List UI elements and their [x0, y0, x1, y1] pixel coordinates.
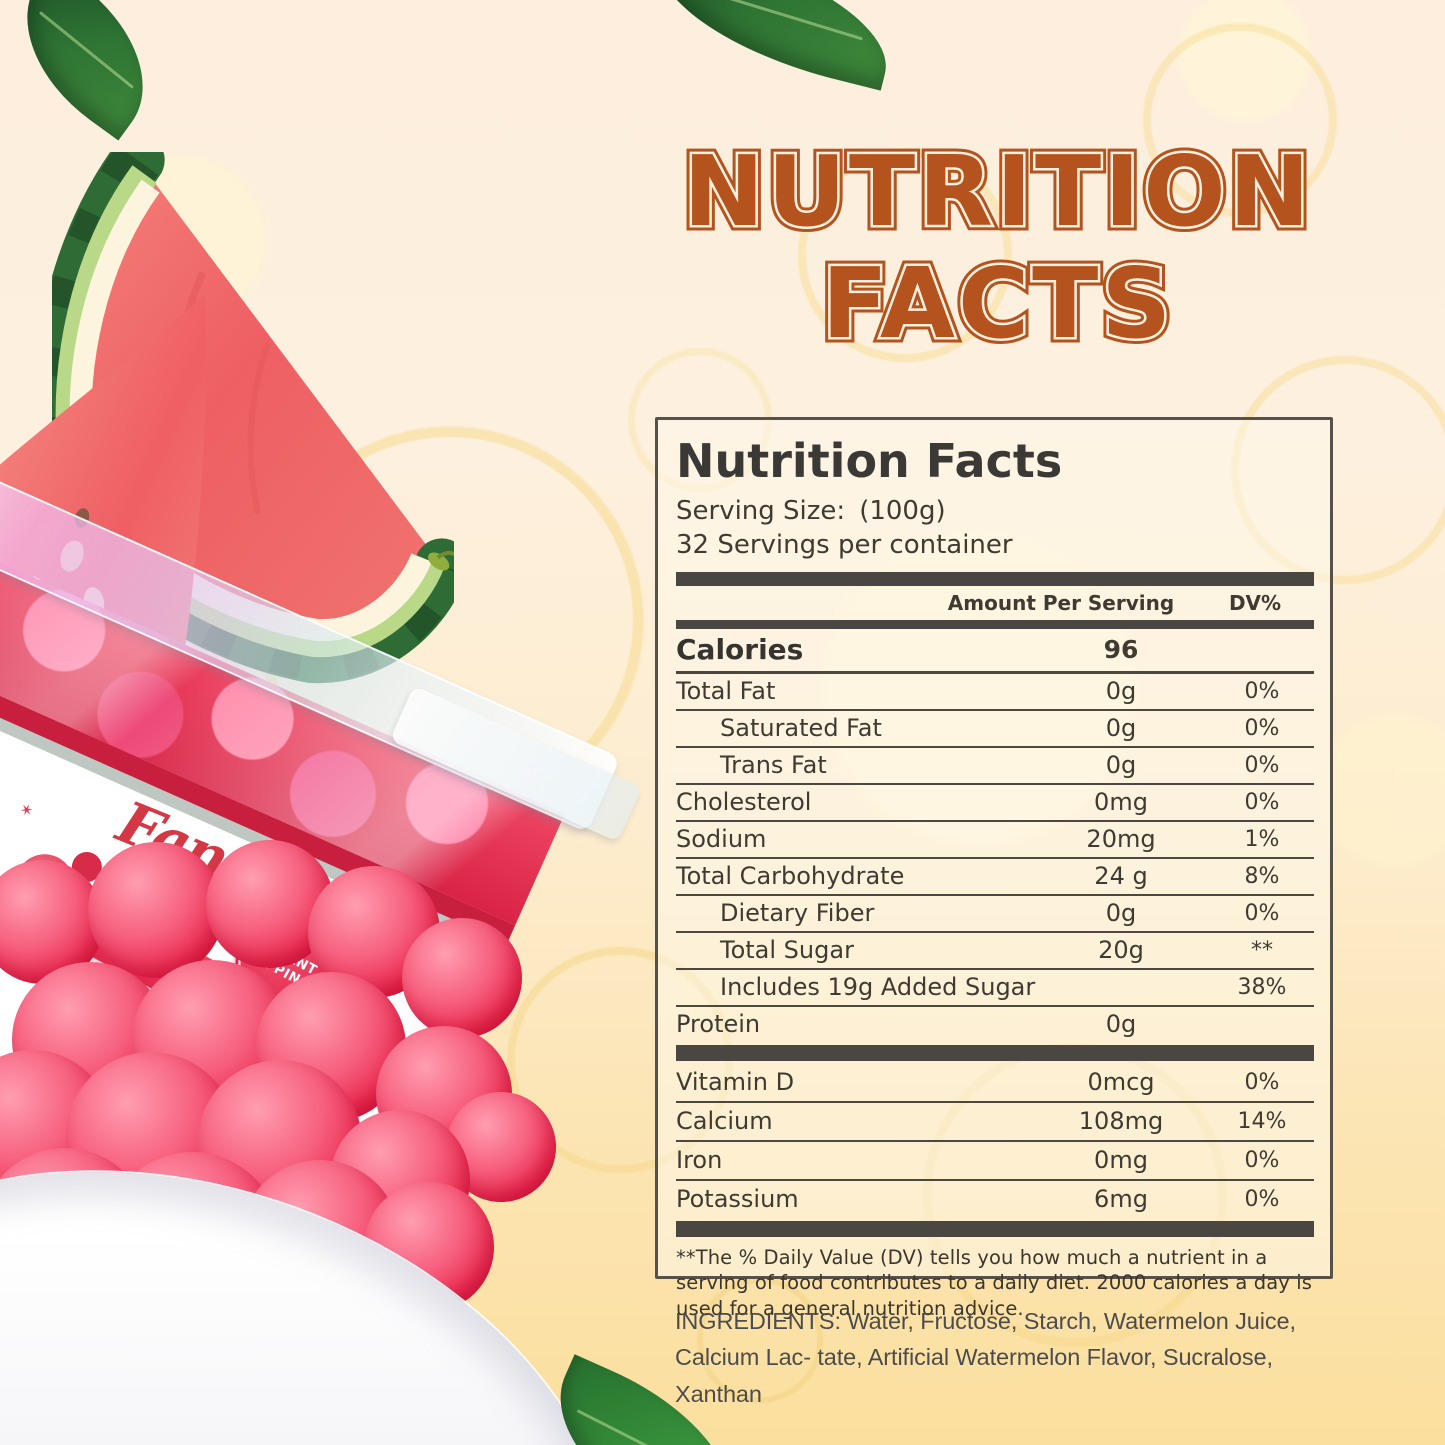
nutrient-amount: 20g	[1098, 936, 1144, 965]
nutrient-label: Dietary Fiber	[720, 899, 875, 928]
amount-column-header: Amount Per Serving	[947, 590, 1175, 615]
servings-per-container: 32 Servings per container	[676, 529, 1013, 560]
vitamin-row: Vitamin D 0mcg 0%	[676, 1064, 1314, 1103]
nutrient-row: Protein 0g	[676, 1007, 1314, 1042]
vitamin-dv: 0%	[1244, 1186, 1280, 1212]
nutrient-label: Total Fat	[676, 677, 776, 706]
nutrient-label: Total Carbohydrate	[676, 862, 905, 891]
boba-pearl	[402, 918, 522, 1038]
panel-heading: Nutrition Facts	[676, 434, 1063, 488]
serving-size-line: Serving Size: (100g)	[676, 496, 1314, 526]
nutrient-amount: 0g	[1105, 751, 1137, 780]
nutrient-label: Total Sugar	[720, 936, 854, 965]
vitamin-dv: 14%	[1237, 1108, 1287, 1134]
nutrient-row: Dietary Fiber 0g 0%	[676, 896, 1314, 933]
nutrient-row: Sodium 20mg 1%	[676, 822, 1314, 859]
vitamin-rows: Vitamin D 0mcg 0% Calcium 108mg 14% Iron…	[676, 1064, 1314, 1218]
nutrition-facts-panel: Nutrition Facts Serving Size: (100g) 32 S…	[655, 417, 1333, 1320]
divider-bar	[676, 619, 1314, 629]
vitamin-label: Potassium	[676, 1185, 799, 1214]
vitamin-row: Calcium 108mg 14%	[676, 1103, 1314, 1142]
vitamin-dv: 0%	[1244, 1069, 1280, 1095]
nutrient-label: Trans Fat	[720, 751, 827, 780]
calories-label: Calories	[676, 633, 804, 667]
divider-bar	[676, 1220, 1314, 1237]
nutrient-amount: 20mg	[1086, 825, 1156, 854]
nutrient-row: Trans Fat 0g 0%	[676, 748, 1314, 785]
vitamin-row: Iron 0mg 0%	[676, 1142, 1314, 1181]
vitamin-row: Potassium 6mg 0%	[676, 1181, 1314, 1218]
page-title: NUTRITION NUTRITION NUTRITION FACTS FACT…	[648, 130, 1348, 365]
nutrient-row: Total Carbohydrate 24 g 8%	[676, 859, 1314, 896]
vitamin-dv: 0%	[1244, 1147, 1280, 1173]
nutrient-dv: 0%	[1244, 752, 1280, 778]
calories-row: Calories 96	[676, 629, 1314, 674]
nutrient-row: Total Fat 0g 0%	[676, 674, 1314, 711]
nutrient-row: Saturated Fat 0g 0%	[676, 711, 1314, 748]
nutrient-rows: Total Fat 0g 0% Saturated Fat 0g 0% Tran…	[676, 674, 1314, 1042]
nutrient-row: Includes 19g Added Sugar 38%	[676, 970, 1314, 1007]
nutrient-dv: 38%	[1237, 974, 1287, 1000]
boba-pearl	[88, 842, 224, 978]
nutrient-amount: 24 g	[1094, 862, 1148, 891]
dv-column-header: DV%	[1228, 590, 1282, 615]
nutrient-label: Sodium	[676, 825, 767, 854]
divider-bar	[676, 1044, 1314, 1061]
nutrient-amount: 0g	[1105, 677, 1137, 706]
vitamin-amount: 6mg	[1094, 1185, 1148, 1214]
nutrient-amount: 0g	[1105, 1010, 1137, 1039]
vitamin-amount: 0mg	[1094, 1146, 1148, 1175]
sparkle-icon: ✶	[16, 798, 37, 822]
calories-value: 96	[1103, 635, 1139, 665]
nutrient-row: Cholesterol 0mg 0%	[676, 785, 1314, 822]
serving-size-label: Serving Size:	[676, 495, 846, 526]
vitamin-label: Vitamin D	[676, 1068, 795, 1097]
nutrient-label: Includes 19g Added Sugar	[720, 973, 1036, 1002]
column-header-row: Amount Per Serving DV%	[676, 586, 1314, 620]
page-title-line1: NUTRITION NUTRITION NUTRITION	[678, 130, 1316, 253]
vitamin-label: Iron	[676, 1146, 723, 1175]
nutrient-dv: 0%	[1244, 715, 1280, 741]
nutrient-dv: 0%	[1244, 900, 1280, 926]
nutrient-amount: 0g	[1105, 899, 1137, 928]
nutrient-label: Protein	[676, 1010, 761, 1039]
nutrient-dv: 0%	[1244, 678, 1280, 704]
ingredients-text: INGREDIENTS: Water, Fructose, Starch, Wa…	[675, 1308, 1296, 1407]
nutrient-dv: **	[1251, 937, 1273, 963]
nutrient-row: Total Sugar 20g **	[676, 933, 1314, 970]
divider-bar	[676, 571, 1314, 586]
vitamin-amount: 0mcg	[1087, 1068, 1155, 1097]
nutrient-dv: 8%	[1244, 863, 1280, 889]
dv-footnote: **The % Daily Value (DV) tells you how m…	[676, 1245, 1312, 1321]
nutrient-dv: 0%	[1244, 789, 1280, 815]
nutrient-dv: 1%	[1244, 826, 1280, 852]
serving-size-value: (100g)	[859, 495, 946, 526]
vitamin-label: Calcium	[676, 1107, 773, 1136]
vitamin-amount: 108mg	[1078, 1107, 1164, 1136]
nutrient-amount: 0g	[1105, 714, 1137, 743]
nutrient-label: Cholesterol	[676, 788, 812, 817]
nutrient-amount: 0mg	[1094, 788, 1148, 817]
nutrient-label: Saturated Fat	[720, 714, 882, 743]
page-title-line2: FACTS FACTS FACTS	[816, 242, 1176, 365]
